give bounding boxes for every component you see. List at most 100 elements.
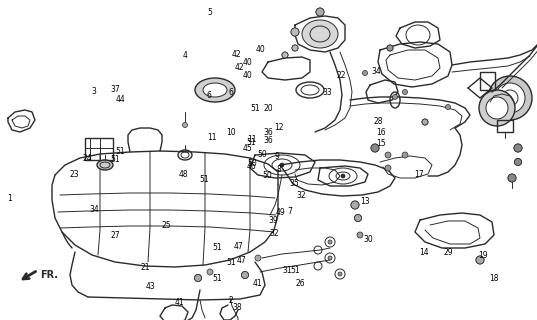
Text: 43: 43 bbox=[146, 282, 155, 291]
Text: 32: 32 bbox=[269, 229, 279, 238]
Text: 11: 11 bbox=[207, 133, 217, 142]
Text: 1: 1 bbox=[8, 194, 12, 203]
Ellipse shape bbox=[495, 83, 525, 113]
Ellipse shape bbox=[302, 20, 338, 48]
Text: 51: 51 bbox=[250, 104, 260, 113]
Text: 44: 44 bbox=[116, 95, 126, 104]
Text: 2: 2 bbox=[229, 296, 233, 305]
Text: 19: 19 bbox=[478, 252, 488, 260]
Text: 51: 51 bbox=[213, 274, 222, 283]
Text: 30: 30 bbox=[363, 236, 373, 244]
Text: 27: 27 bbox=[111, 231, 120, 240]
Text: 29: 29 bbox=[444, 248, 453, 257]
Text: 13: 13 bbox=[360, 197, 370, 206]
Ellipse shape bbox=[291, 28, 299, 36]
Text: 25: 25 bbox=[162, 221, 171, 230]
Text: 31: 31 bbox=[282, 266, 292, 275]
Ellipse shape bbox=[351, 201, 359, 209]
Text: 41: 41 bbox=[253, 279, 263, 288]
Text: FR.: FR. bbox=[40, 270, 58, 280]
Ellipse shape bbox=[316, 8, 324, 16]
Bar bbox=[85, 138, 113, 160]
Ellipse shape bbox=[402, 152, 408, 158]
Ellipse shape bbox=[328, 240, 332, 244]
Text: 11: 11 bbox=[248, 135, 257, 144]
Ellipse shape bbox=[393, 94, 397, 100]
Ellipse shape bbox=[488, 76, 532, 120]
Ellipse shape bbox=[514, 144, 522, 152]
Text: 9: 9 bbox=[274, 152, 279, 161]
Text: 46: 46 bbox=[246, 162, 256, 171]
Ellipse shape bbox=[387, 45, 393, 51]
Text: 40: 40 bbox=[242, 71, 252, 80]
Text: 10: 10 bbox=[226, 128, 236, 137]
Ellipse shape bbox=[280, 163, 284, 167]
Text: 47: 47 bbox=[237, 256, 246, 265]
Text: 22: 22 bbox=[336, 71, 346, 80]
Ellipse shape bbox=[242, 271, 249, 278]
Ellipse shape bbox=[486, 97, 508, 119]
Text: 18: 18 bbox=[489, 274, 499, 283]
Text: 32: 32 bbox=[296, 191, 306, 200]
Text: 48: 48 bbox=[179, 170, 188, 179]
Text: 38: 38 bbox=[233, 303, 242, 312]
Ellipse shape bbox=[207, 269, 213, 275]
Text: 34: 34 bbox=[371, 68, 381, 76]
Text: 17: 17 bbox=[414, 170, 424, 179]
Ellipse shape bbox=[476, 256, 484, 264]
Text: 5: 5 bbox=[207, 8, 212, 17]
Text: 12: 12 bbox=[274, 124, 284, 132]
Text: 8: 8 bbox=[277, 165, 281, 174]
Text: 35: 35 bbox=[289, 180, 299, 188]
Ellipse shape bbox=[357, 232, 363, 238]
Text: 40: 40 bbox=[256, 45, 265, 54]
Ellipse shape bbox=[371, 144, 379, 152]
Text: 14: 14 bbox=[419, 248, 429, 257]
Text: 33: 33 bbox=[323, 88, 332, 97]
Text: 51: 51 bbox=[111, 156, 120, 164]
Ellipse shape bbox=[514, 158, 521, 165]
Text: 34: 34 bbox=[89, 205, 99, 214]
Text: 50: 50 bbox=[248, 159, 257, 168]
Text: 39: 39 bbox=[268, 216, 278, 225]
Text: 45: 45 bbox=[242, 144, 252, 153]
Ellipse shape bbox=[255, 255, 261, 261]
Ellipse shape bbox=[479, 90, 515, 126]
Bar bbox=[497, 120, 513, 132]
Bar bbox=[480, 72, 495, 90]
Ellipse shape bbox=[328, 256, 332, 260]
Text: 40: 40 bbox=[242, 58, 252, 67]
Text: 26: 26 bbox=[296, 279, 306, 288]
Text: 15: 15 bbox=[376, 140, 386, 148]
Ellipse shape bbox=[338, 272, 342, 276]
Ellipse shape bbox=[354, 214, 361, 221]
Text: 4: 4 bbox=[183, 52, 188, 60]
Text: 42: 42 bbox=[231, 50, 241, 59]
Text: 23: 23 bbox=[69, 170, 79, 179]
Text: 36: 36 bbox=[264, 136, 273, 145]
Ellipse shape bbox=[508, 174, 516, 182]
Ellipse shape bbox=[385, 165, 391, 171]
Ellipse shape bbox=[403, 90, 408, 94]
Ellipse shape bbox=[341, 174, 345, 178]
Text: 7: 7 bbox=[287, 207, 293, 216]
Ellipse shape bbox=[422, 119, 428, 125]
Text: 49: 49 bbox=[276, 208, 286, 217]
Text: 28: 28 bbox=[374, 117, 383, 126]
Ellipse shape bbox=[195, 78, 235, 102]
Text: 51: 51 bbox=[115, 148, 125, 156]
Ellipse shape bbox=[446, 105, 451, 109]
Text: 20: 20 bbox=[264, 104, 273, 113]
Text: 51: 51 bbox=[213, 244, 222, 252]
Text: 41: 41 bbox=[175, 298, 185, 307]
Text: 47: 47 bbox=[234, 242, 244, 251]
Text: 51: 51 bbox=[226, 258, 236, 267]
Ellipse shape bbox=[203, 83, 227, 97]
Text: 37: 37 bbox=[111, 85, 120, 94]
Text: 24: 24 bbox=[83, 154, 92, 163]
Text: 6: 6 bbox=[207, 92, 212, 100]
Text: 21: 21 bbox=[140, 263, 150, 272]
Ellipse shape bbox=[362, 70, 367, 76]
Ellipse shape bbox=[282, 52, 288, 58]
Text: 51: 51 bbox=[246, 138, 256, 147]
